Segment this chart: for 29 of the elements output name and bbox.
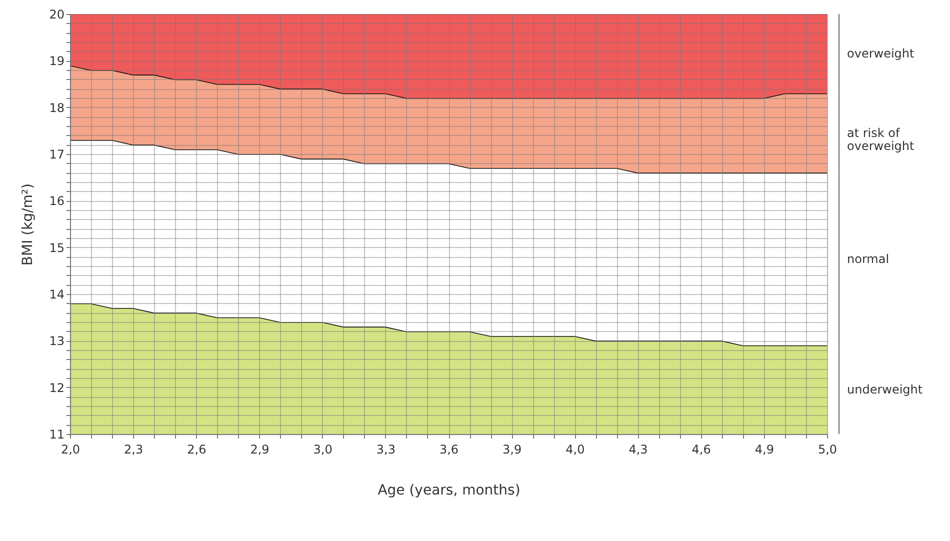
y-tick-label: 14 xyxy=(49,288,64,302)
x-tick-label: 2,6 xyxy=(187,442,206,456)
x-tick-label: 2,0 xyxy=(60,442,80,456)
y-tick-label: 19 xyxy=(49,54,64,68)
x-tick-label: 3,6 xyxy=(439,442,459,456)
y-tick-label: 18 xyxy=(49,100,64,115)
x-tick-label: 3,9 xyxy=(502,442,522,456)
x-tick-label: 2,9 xyxy=(250,442,270,456)
y-tick-label: 12 xyxy=(49,380,64,395)
series-label: at risk of overweight xyxy=(847,126,915,153)
x-tick-label: 5,0 xyxy=(818,442,838,456)
y-axis-title: BMI (kg/m²) xyxy=(20,183,36,266)
y-tick-label: 16 xyxy=(49,194,64,208)
series-label: overweight xyxy=(847,46,915,61)
x-tick-label: 3,0 xyxy=(313,442,332,456)
series-label: normal xyxy=(847,252,890,266)
y-tick-label: 15 xyxy=(49,240,64,255)
x-axis-title: Age (years, months) xyxy=(378,482,520,498)
x-tick-label: 3,3 xyxy=(376,442,396,456)
y-tick-label: 11 xyxy=(49,428,64,442)
y-tick-label: 13 xyxy=(49,334,64,348)
x-tick-label: 4,0 xyxy=(566,442,585,456)
series-label: underweight xyxy=(847,382,923,397)
x-tick-label: 4,6 xyxy=(692,442,711,456)
y-tick-label: 17 xyxy=(49,148,64,162)
x-tick-label: 4,3 xyxy=(628,442,648,456)
y-tick-label: 20 xyxy=(49,8,64,22)
x-tick-label: 2,3 xyxy=(124,442,144,456)
x-tick-label: 4,9 xyxy=(754,442,774,456)
